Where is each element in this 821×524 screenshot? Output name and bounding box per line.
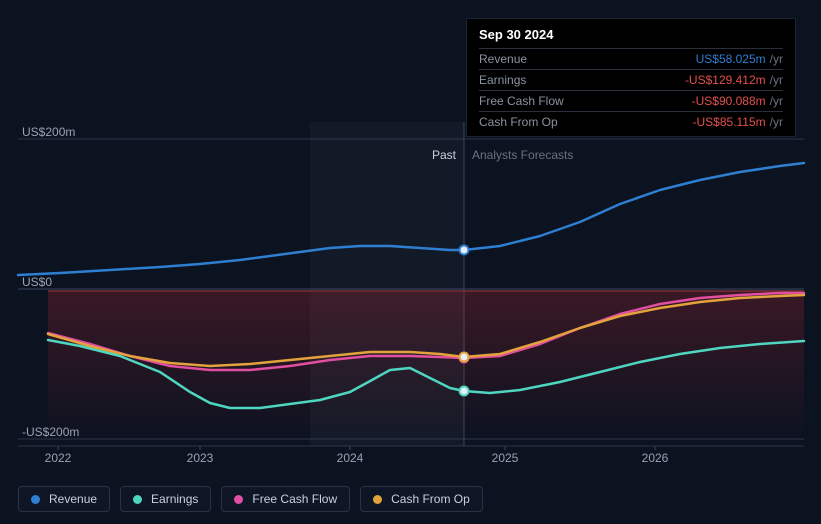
tooltip-row: Revenue US$58.025m/yr — [479, 48, 783, 69]
legend-item-label: Free Cash Flow — [252, 492, 337, 506]
y-axis-label: US$200m — [22, 125, 75, 139]
legend-item-label: Earnings — [151, 492, 198, 506]
legend-dot-icon — [31, 495, 40, 504]
legend-item-fcf[interactable]: Free Cash Flow — [221, 486, 350, 512]
x-axis-tick: 2025 — [492, 451, 519, 465]
tooltip-row: Free Cash Flow -US$90.088m/yr — [479, 90, 783, 111]
chart-legend: Revenue Earnings Free Cash Flow Cash From O… — [18, 486, 483, 512]
tooltip-row-value: -US$129.412m/yr — [685, 73, 783, 87]
tooltip-row-label: Free Cash Flow — [479, 94, 564, 108]
tooltip-row: Cash From Op -US$85.115m/yr — [479, 111, 783, 132]
series-marker-earnings — [460, 387, 469, 396]
legend-item-earnings[interactable]: Earnings — [120, 486, 211, 512]
legend-dot-icon — [133, 495, 142, 504]
legend-dot-icon — [373, 495, 382, 504]
x-axis-tick: 2022 — [45, 451, 72, 465]
past-label: Past — [416, 148, 456, 162]
x-axis-tick: 2023 — [187, 451, 214, 465]
tooltip-date: Sep 30 2024 — [479, 27, 783, 42]
tooltip-row-label: Revenue — [479, 52, 527, 66]
tooltip-row: Earnings -US$129.412m/yr — [479, 69, 783, 90]
tooltip-row-value: -US$90.088m/yr — [692, 94, 783, 108]
hover-tooltip: Sep 30 2024 Revenue US$58.025m/yr Earnings… — [466, 18, 796, 137]
series-marker-cfo — [460, 353, 469, 362]
y-axis-label: US$0 — [22, 275, 52, 289]
y-axis-label: -US$200m — [22, 425, 79, 439]
legend-item-cfo[interactable]: Cash From Op — [360, 486, 483, 512]
x-axis-tick: 2026 — [642, 451, 669, 465]
legend-item-label: Revenue — [49, 492, 97, 506]
tooltip-row-label: Earnings — [479, 73, 526, 87]
x-axis-tick: 2024 — [337, 451, 364, 465]
tooltip-row-label: Cash From Op — [479, 115, 558, 129]
legend-item-revenue[interactable]: Revenue — [18, 486, 110, 512]
series-marker-revenue — [460, 246, 469, 255]
tooltip-row-value: US$58.025m/yr — [696, 52, 783, 66]
tooltip-row-value: -US$85.115m/yr — [693, 115, 784, 129]
legend-dot-icon — [234, 495, 243, 504]
legend-item-label: Cash From Op — [391, 492, 470, 506]
forecast-label: Analysts Forecasts — [472, 148, 573, 162]
